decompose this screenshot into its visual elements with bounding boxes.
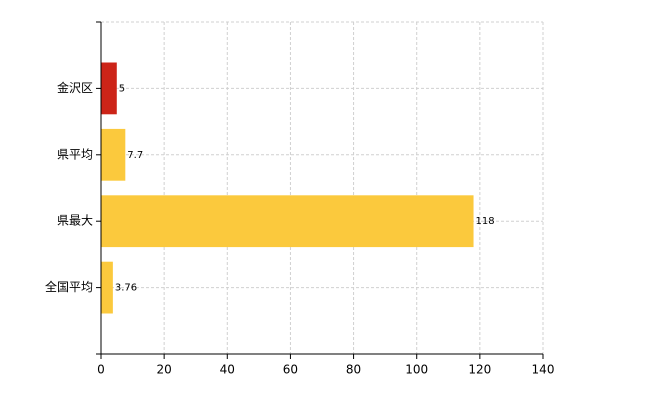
value-label: 3.76	[115, 283, 137, 294]
x-tick-label: 80	[346, 363, 361, 377]
value-label: 5	[119, 83, 125, 94]
y-tick-label: 金沢区	[57, 80, 93, 95]
value-label: 118	[476, 216, 495, 227]
x-tick-label: 60	[283, 363, 298, 377]
value-label: 7.7	[127, 150, 143, 161]
bar	[101, 195, 474, 248]
bar	[101, 261, 113, 314]
y-tick-label: 全国平均	[45, 279, 93, 294]
bar	[101, 128, 126, 181]
y-tick-label: 県最大	[57, 214, 93, 228]
x-tick-label: 0	[97, 363, 105, 377]
x-tick-label: 120	[468, 363, 491, 377]
x-tick-label: 140	[532, 363, 555, 377]
bar	[101, 62, 117, 115]
x-tick-label: 100	[405, 363, 428, 377]
y-tick-label: 県平均	[57, 147, 93, 161]
x-tick-label: 20	[157, 363, 172, 377]
x-tick-label: 40	[220, 363, 235, 377]
